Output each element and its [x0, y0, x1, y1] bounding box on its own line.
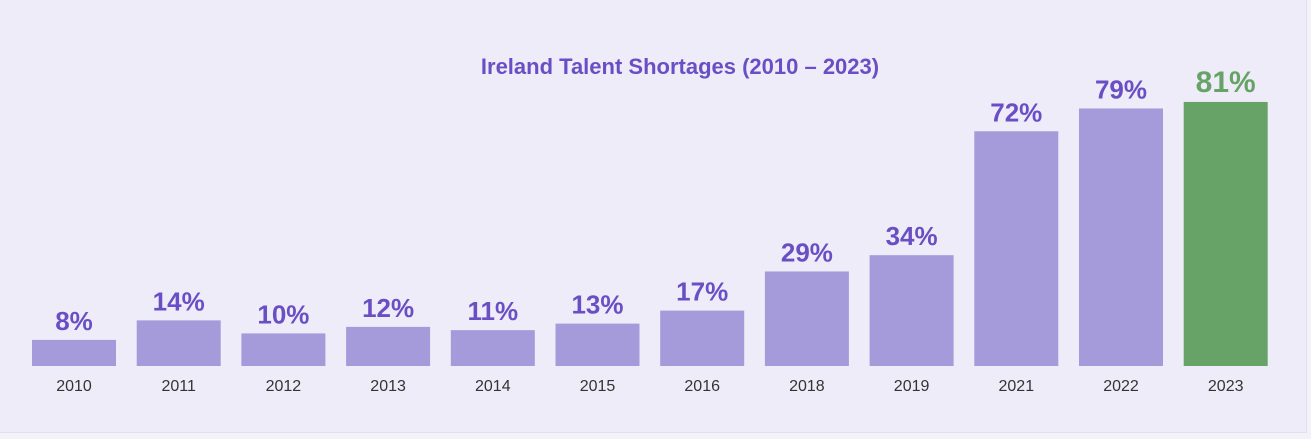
x-tick-label-2011: 2011: [161, 378, 196, 395]
bar-2014: [450, 330, 535, 366]
value-label-2015: 13%: [571, 290, 623, 320]
x-tick-label-2021: 2021: [999, 378, 1035, 395]
bar-2010: [32, 339, 116, 366]
x-tick-label-2018: 2018: [789, 378, 825, 395]
bar-2015: [555, 323, 640, 366]
bar-2016: [660, 310, 745, 366]
bar-2019: [869, 255, 954, 366]
bars-layer: [32, 101, 1268, 367]
bar-2021: [974, 131, 1059, 366]
value-label-2023: 81%: [1196, 66, 1256, 99]
x-tick-labels-layer: 2010 2011 2012 2013 2014 2015 2016 2018 2019 2021…: [56, 378, 1243, 395]
value-label-2010: 8%: [55, 306, 93, 336]
chart-title: Ireland Talent Shortages (2010 – 2023): [481, 54, 879, 79]
value-label-2019: 34%: [886, 221, 938, 251]
value-label-2014: 11%: [467, 296, 518, 326]
x-tick-label-2019: 2019: [894, 378, 930, 395]
value-label-2022: 79%: [1095, 74, 1147, 104]
value-label-2021: 72%: [990, 97, 1042, 127]
x-tick-label-2015: 2015: [580, 378, 616, 395]
value-label-2016: 17%: [676, 277, 728, 307]
x-tick-label-2010: 2010: [56, 378, 92, 395]
value-label-2012: 10%: [257, 299, 309, 329]
x-tick-label-2023: 2023: [1208, 378, 1244, 395]
x-tick-label-2013: 2013: [370, 378, 406, 395]
bar-2011: [136, 320, 221, 366]
value-label-2018: 29%: [781, 237, 833, 267]
bar-2018: [764, 271, 849, 366]
x-tick-label-2014: 2014: [475, 378, 511, 395]
x-tick-label-2016: 2016: [684, 378, 720, 395]
bar-2022: [1079, 108, 1163, 367]
value-label-2013: 12%: [362, 293, 414, 323]
bar-2013: [346, 326, 431, 366]
x-tick-label-2012: 2012: [266, 378, 302, 395]
value-labels-layer: 8% 14% 10% 12% 11% 13% 17% 29% 34% 72% 79% 81%: [55, 66, 1256, 336]
value-label-2011: 14%: [153, 286, 205, 316]
bar-2023: [1183, 101, 1268, 366]
bar-2012: [241, 333, 326, 366]
x-tick-label-2022: 2022: [1103, 378, 1139, 395]
